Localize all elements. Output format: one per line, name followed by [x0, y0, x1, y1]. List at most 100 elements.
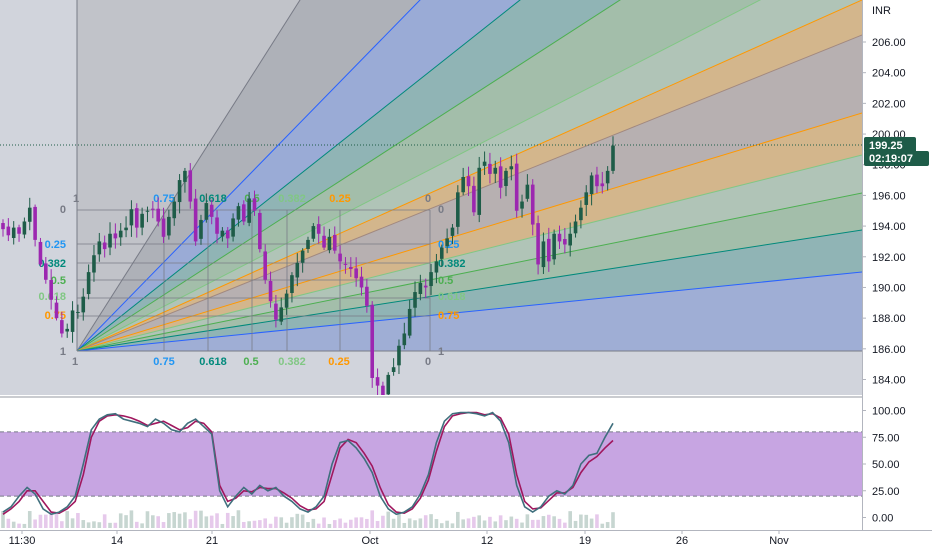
- candle-body: [92, 255, 96, 273]
- candle-body: [563, 239, 567, 245]
- candle-body: [54, 302, 59, 319]
- oscillator-tick-label: 50.00: [872, 459, 900, 471]
- candle-body: [209, 204, 214, 217]
- candle-body: [65, 328, 70, 332]
- volume-bar: [6, 518, 11, 528]
- volume-bar: [60, 521, 64, 528]
- volume-bar: [402, 522, 407, 528]
- candle-body: [204, 203, 209, 220]
- candle-body: [1, 223, 5, 230]
- candle-body: [193, 198, 198, 242]
- candle-body: [332, 234, 337, 251]
- volume-bar: [252, 520, 257, 528]
- candle-body: [343, 263, 348, 265]
- candle-body: [557, 233, 562, 242]
- candle-body: [17, 227, 21, 234]
- candle-body: [236, 206, 241, 220]
- volume-bar: [102, 514, 107, 528]
- candle-body: [76, 312, 80, 313]
- candle-body: [129, 209, 134, 226]
- candle-body: [573, 221, 578, 234]
- fan-ray: [76, 0, 762, 352]
- price-tick-label: 188.00: [872, 313, 906, 325]
- candle-body: [386, 374, 391, 395]
- time-tick-label: 26: [676, 535, 688, 547]
- fan-bottom-label: 0.25: [328, 356, 349, 368]
- candle-body: [568, 233, 572, 246]
- volume-bar: [295, 513, 300, 528]
- fan-left-label: 0: [60, 204, 66, 216]
- candles: [1, 136, 615, 395]
- volume-bar: [263, 518, 267, 528]
- fan-bottom-label: 0: [425, 356, 431, 368]
- volume-bar: [33, 519, 37, 528]
- volume-bar: [600, 523, 605, 528]
- volume-bar: [611, 512, 615, 528]
- candle-body: [391, 367, 396, 373]
- countdown-label: 02:19:07: [869, 153, 913, 165]
- candle-body: [509, 166, 514, 170]
- candle-body: [124, 227, 128, 231]
- candle-body: [514, 163, 519, 211]
- candle-body: [322, 235, 326, 248]
- volume-bar: [306, 522, 310, 528]
- fan-left-label: 0.25: [45, 239, 66, 251]
- candle-body: [102, 242, 107, 250]
- price-axis[interactable]: [862, 0, 932, 530]
- price-tick-label: 202.00: [872, 98, 906, 110]
- countdown-badge: [864, 151, 929, 166]
- fan-bottom-label: 0.382: [278, 356, 306, 368]
- candle-body: [38, 241, 43, 265]
- fibonacci-fan[interactable]: 1 0.75 0.618 0.5 0.382 0.25 01 0.75 0.618 0.5 0.38…: [38, 0, 932, 368]
- volume-bar: [167, 513, 171, 528]
- volume-bar: [209, 515, 214, 528]
- volume-bar: [568, 511, 572, 528]
- candle-body: [498, 166, 503, 188]
- volume-bar: [124, 515, 128, 528]
- fan-ray: [76, 154, 862, 352]
- price-tick-label: 204.00: [872, 68, 906, 80]
- candle-body: [156, 208, 160, 222]
- fan-ray: [76, 0, 521, 352]
- price-tick-label: 186.00: [872, 344, 906, 356]
- volume-bar: [236, 510, 241, 528]
- last-price-label: 199.25: [869, 140, 903, 152]
- candle-body: [97, 241, 102, 255]
- candle-body: [445, 238, 449, 247]
- volume-bar: [17, 523, 21, 528]
- fan-ray: [76, 112, 862, 352]
- volume-bar: [413, 520, 417, 528]
- candle-body: [429, 272, 433, 287]
- volume-bar: [579, 514, 583, 528]
- volume-bar: [391, 518, 396, 528]
- volume-bar: [81, 520, 86, 528]
- volume-bar: [134, 521, 139, 528]
- candle-body: [140, 213, 144, 228]
- volume-bar: [284, 522, 289, 528]
- candle-body: [605, 170, 610, 184]
- fan-ray: [76, 0, 862, 352]
- volume-bar: [247, 521, 251, 528]
- candle-body: [274, 303, 278, 320]
- candle-body: [434, 261, 439, 273]
- candle-body: [108, 233, 112, 248]
- candle-body: [199, 219, 203, 239]
- volume-bar: [220, 523, 225, 528]
- time-axis[interactable]: [0, 530, 932, 550]
- price-tick-label: 206.00: [872, 37, 906, 49]
- candle-body: [220, 230, 225, 237]
- volume-bar: [354, 517, 358, 528]
- fan-left-label: 1: [60, 346, 66, 358]
- volume-bar: [183, 512, 187, 528]
- stochastic-d-line: [2, 411, 614, 515]
- volume-bar: [349, 519, 353, 528]
- candle-body: [306, 239, 310, 249]
- fan-ray: [76, 0, 421, 352]
- volume-bar: [439, 523, 444, 528]
- fan-bottom-label: 0.618: [199, 356, 227, 368]
- candle-body: [327, 236, 332, 251]
- candle-body: [241, 204, 246, 222]
- candle-body: [27, 207, 32, 222]
- candle-body: [407, 308, 412, 336]
